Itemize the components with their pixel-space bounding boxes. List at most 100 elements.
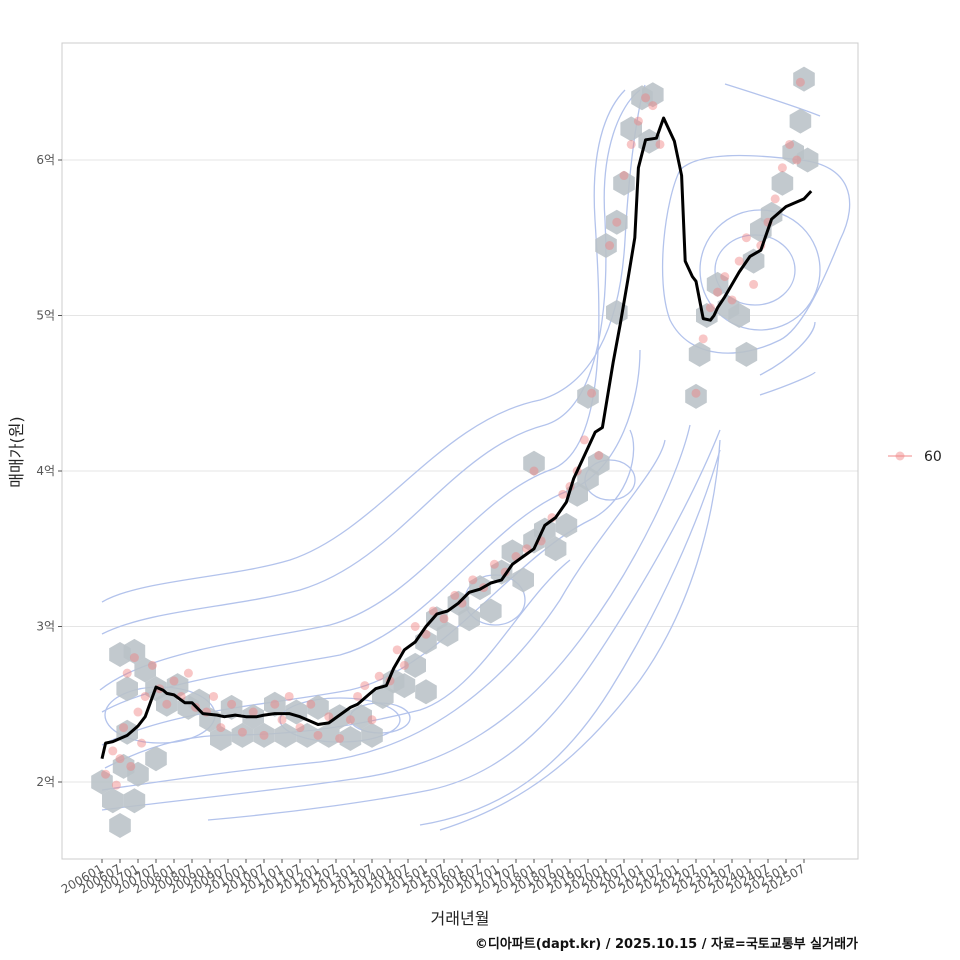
hexbin <box>796 147 819 173</box>
data-point <box>209 691 219 701</box>
hexbin <box>577 383 599 409</box>
data-point <box>129 653 139 663</box>
data-point <box>626 139 636 149</box>
hexbin <box>393 673 416 699</box>
data-point <box>101 769 111 779</box>
data-point <box>713 287 723 297</box>
hexbin <box>123 788 146 814</box>
hexbin <box>595 233 617 258</box>
data-point <box>111 780 121 790</box>
contour-line <box>101 439 666 791</box>
y-tick-label: 4억 <box>36 464 55 478</box>
hexbin <box>523 450 545 476</box>
y-tick-label: 2억 <box>36 775 55 789</box>
hexbin <box>642 82 664 108</box>
contour-line <box>101 89 641 635</box>
legend: 60 <box>888 449 942 465</box>
legend-label: 60 <box>924 449 942 465</box>
data-point <box>594 450 604 460</box>
moving-average-line <box>100 116 813 760</box>
panel-border <box>61 42 859 860</box>
data-point <box>741 233 751 243</box>
contour-line <box>419 449 721 826</box>
data-point <box>770 194 780 204</box>
data-point <box>705 303 715 313</box>
data-point <box>529 466 539 476</box>
contour-line <box>439 439 721 831</box>
hexbin <box>544 536 567 562</box>
hexbin <box>307 694 329 720</box>
data-point <box>633 116 643 126</box>
y-tick-label: 6억 <box>36 153 55 167</box>
hexbin <box>789 108 812 134</box>
hexbin <box>620 116 642 142</box>
hexbin <box>458 606 480 632</box>
data-point <box>489 559 499 569</box>
data-point <box>777 163 787 173</box>
data-point <box>306 699 316 709</box>
legend-key-point <box>895 451 905 461</box>
hexbin <box>436 621 459 647</box>
data-point <box>439 614 449 624</box>
hexbin <box>116 676 138 702</box>
contour-line <box>759 371 816 396</box>
hexbin <box>156 691 178 717</box>
contour-line <box>101 349 641 713</box>
hexbin <box>264 691 286 717</box>
data-point <box>360 681 370 691</box>
data-point <box>450 590 460 600</box>
hexbin <box>613 170 635 196</box>
y-tick-label: 5억 <box>36 309 55 323</box>
hexbin <box>415 679 437 705</box>
data-point <box>468 575 478 585</box>
x-axis-title: 거래년월 <box>431 909 490 928</box>
data-point <box>792 155 802 165</box>
data-point <box>270 699 280 709</box>
hexbin <box>760 201 783 227</box>
hexbin <box>555 512 578 538</box>
contour-line <box>759 321 816 376</box>
contour-line <box>101 424 691 811</box>
hexbin <box>253 722 275 748</box>
data-point <box>295 723 305 733</box>
data-point <box>324 712 334 722</box>
data-point <box>119 723 129 733</box>
data-point <box>612 217 622 227</box>
data-point <box>122 668 132 678</box>
hexbin <box>91 769 113 795</box>
hexbin <box>735 341 758 367</box>
y-axis: 2억 3억 4억 5억 6억 <box>36 153 62 789</box>
hexbin <box>109 813 131 838</box>
data-point <box>795 77 805 87</box>
density-contours <box>99 83 851 831</box>
hexbin <box>220 694 243 720</box>
hexbin <box>706 271 729 297</box>
data-point <box>655 139 665 149</box>
hexbin <box>490 559 513 585</box>
data-point <box>284 691 294 701</box>
hexbin <box>318 722 340 748</box>
data-point <box>410 622 420 631</box>
data-point <box>277 715 287 725</box>
hexbin <box>296 722 318 748</box>
hexbin <box>350 704 372 730</box>
hexbin <box>134 657 156 683</box>
data-point <box>698 334 708 344</box>
hexbin <box>145 746 167 772</box>
data-point <box>108 746 118 756</box>
data-point <box>183 668 193 678</box>
data-point <box>169 676 179 686</box>
hexbin <box>742 248 765 274</box>
data-point <box>648 101 658 111</box>
hexbin <box>188 688 210 714</box>
hexbin <box>274 722 297 748</box>
data-point <box>720 272 730 282</box>
data-point <box>734 256 744 266</box>
series-line <box>100 116 813 760</box>
data-point <box>367 715 377 725</box>
data-point <box>313 730 323 740</box>
hexbin <box>210 726 232 751</box>
data-point <box>785 139 795 149</box>
hexbin <box>361 722 383 748</box>
data-point <box>345 715 355 725</box>
